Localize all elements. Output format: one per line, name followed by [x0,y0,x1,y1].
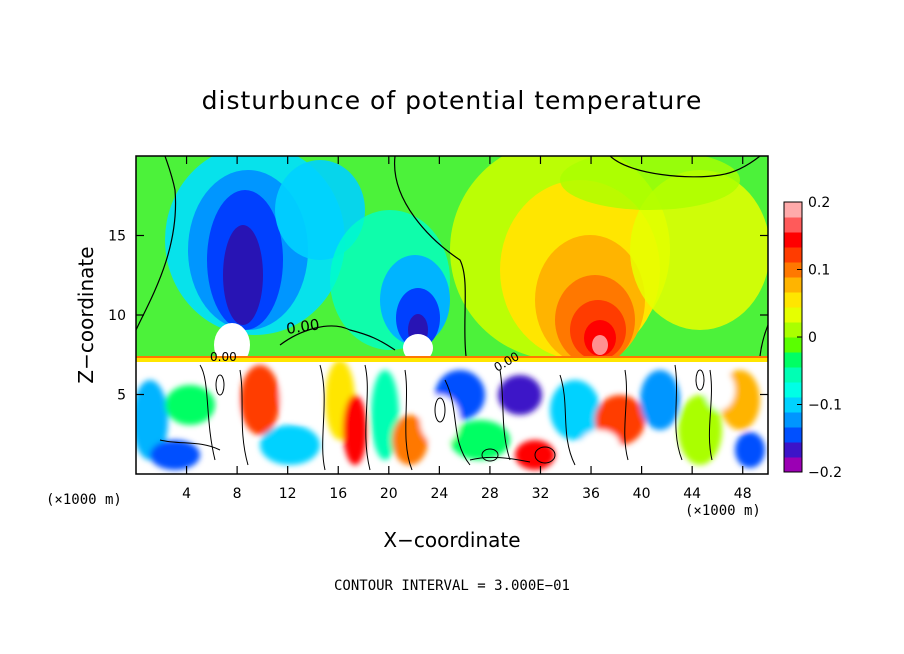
colorbar-swatch [784,457,802,473]
colorbar-swatch [784,397,802,413]
colorbar-swatch [784,277,802,293]
upper-field [136,156,768,358]
colorbar-swatch [784,412,802,428]
x-tick-label: 8 [233,486,242,502]
x-unit-left: (×1000 m) [46,492,122,508]
y-tick-label: 5 [117,388,126,404]
colorbar-swatch [784,262,802,278]
colorbar-swatch [784,337,802,353]
x-tick-label: 28 [481,486,499,502]
colorbar-tick-label: 0.2 [808,195,830,211]
x-tick-label: 4 [182,486,191,502]
colorbar-swatch [784,232,802,248]
y-axis: 5 10 15 [108,229,768,404]
contour-interval-note: CONTOUR INTERVAL = 3.000E−01 [333,578,570,594]
colorbar-swatch [784,202,802,218]
x-unit-right: (×1000 m) [685,503,761,519]
colorbar-swatch [784,382,802,398]
x-tick-label: 12 [279,486,297,502]
colorbar-swatch [784,352,802,368]
colorbar-tick-label: 0.1 [808,263,830,279]
x-tick-label: 20 [380,486,398,502]
colorbar-swatch [784,247,802,263]
y-axis-label: Z−coordinate [74,246,98,384]
colorbar-swatch [784,217,802,233]
x-tick-label: 24 [430,486,448,502]
colorbar-swatch [784,367,802,383]
x-tick-label: 44 [683,486,701,502]
x-tick-label: 32 [532,486,550,502]
colorbar-tick-label: −0.1 [808,398,842,414]
colorbar-swatch [784,442,802,458]
y-tick-label: 10 [108,308,126,324]
x-tick-label: 40 [633,486,651,502]
lower-field [136,356,768,474]
colorbar-swatch [784,427,802,443]
x-axis: 4 8 12 16 20 24 28 32 36 40 44 48 [182,156,752,502]
colorbar-swatch [784,322,802,338]
colorbar-swatch [784,292,802,308]
colorbar: 0.2 0.1 0 −0.1 −0.2 [783,195,842,481]
contour-label: 0.00 [285,315,321,337]
x-axis-label: X−coordinate [383,528,521,552]
y-tick-label: 15 [108,229,126,245]
colorbar-tick-label: −0.2 [808,465,842,481]
contour-label: 0.00 [210,350,237,364]
chart-title: disturbunce of potential temperature [201,86,703,115]
x-tick-label: 48 [734,486,752,502]
x-tick-label: 36 [582,486,600,502]
colorbar-tick-label: 0 [808,330,817,346]
x-tick-label: 16 [329,486,347,502]
colorbar-swatch [784,307,802,323]
